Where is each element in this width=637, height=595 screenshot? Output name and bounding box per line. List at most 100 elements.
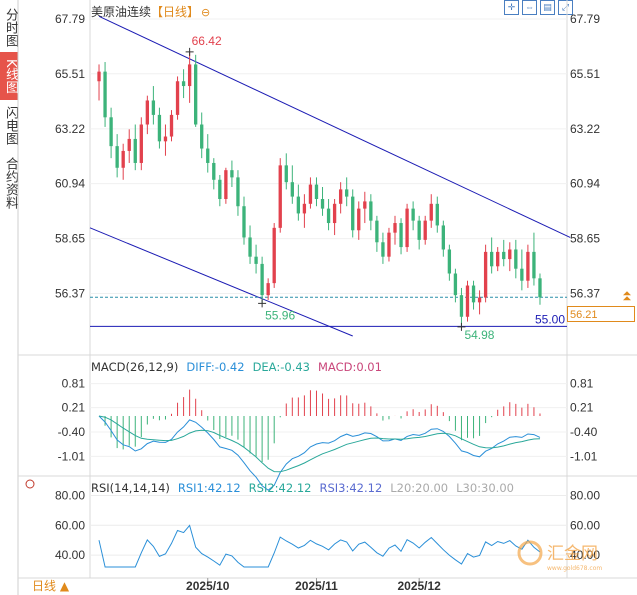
tab-kline[interactable]: K线图 xyxy=(0,52,18,100)
macd-dea: DEA:-0.43 xyxy=(252,360,310,374)
price-tick-right: 58.65 xyxy=(570,232,600,246)
candle-body xyxy=(314,184,319,200)
candle-body xyxy=(417,220,421,240)
rsi-line xyxy=(98,524,541,568)
upper-channel-line xyxy=(98,15,571,238)
macd-title: MACD(26,12,9) xyxy=(91,360,179,374)
price-arrow-icon xyxy=(623,291,631,301)
price-tick-left: 63.22 xyxy=(55,122,85,136)
candle-body xyxy=(248,237,252,257)
watermark: 汇金网 www.gold678.com xyxy=(517,539,635,573)
candle-body xyxy=(97,71,101,82)
candle-body xyxy=(435,203,439,226)
settings-icon[interactable]: ⊖ xyxy=(201,6,211,19)
rsi-l30: L30:30.00 xyxy=(456,481,514,495)
instrument-name: 美原油连续 xyxy=(91,5,152,19)
candle-body xyxy=(405,208,409,248)
watermark-url: www.gold678.com xyxy=(547,565,602,572)
candle-body xyxy=(387,232,391,257)
price-tick-right: 67.79 xyxy=(570,12,600,26)
fullscreen-icon[interactable]: ⤢ xyxy=(558,0,573,15)
macd-diff: DIFF:-0.42 xyxy=(186,360,245,374)
candle-body xyxy=(187,64,192,87)
candle-body xyxy=(532,251,536,279)
tab-flash[interactable]: 闪电图 xyxy=(3,105,18,145)
candle-body xyxy=(302,203,307,214)
candle-body xyxy=(242,206,246,238)
candle-body xyxy=(139,124,143,163)
candle-body xyxy=(206,148,210,163)
candle-body xyxy=(169,114,174,137)
price-tick-right: 65.51 xyxy=(570,67,600,81)
candle-body xyxy=(121,150,125,168)
candle-body xyxy=(157,114,162,142)
expand-icon[interactable]: ⇔ xyxy=(522,0,537,15)
candle-body xyxy=(441,225,445,250)
tab-timeshare[interactable]: 分时图 xyxy=(3,7,18,47)
macd-tick-left: -1.01 xyxy=(58,449,86,463)
rsi-tick-left: 80.00 xyxy=(55,488,85,502)
candle-body xyxy=(236,177,240,207)
x-tick-label: 2025/12 xyxy=(397,579,441,593)
price-tick-right: 60.94 xyxy=(570,177,600,191)
candle-body xyxy=(181,81,186,87)
macd-tick-left: -0.40 xyxy=(58,425,86,439)
macd-diff-line xyxy=(98,415,541,491)
candle-body xyxy=(465,285,470,317)
support-label: 55.00 xyxy=(535,312,565,326)
price-tick-right: 63.22 xyxy=(570,122,600,136)
candle-body xyxy=(212,162,216,180)
macd-tick-right: -0.40 xyxy=(570,425,598,439)
price-tick-left: 67.79 xyxy=(55,12,85,26)
current-price-box: 56.21 xyxy=(567,306,635,322)
candle-body xyxy=(194,64,198,125)
candle-body xyxy=(224,170,228,200)
price-tick-left: 65.51 xyxy=(55,67,85,81)
candle-body xyxy=(471,285,476,303)
price-tick-left: 56.37 xyxy=(55,286,85,300)
timeframe-selector-label: 日线 xyxy=(32,579,57,593)
candle-body xyxy=(483,251,488,298)
low1-label: 55.96 xyxy=(265,308,295,322)
candle-body xyxy=(423,220,427,240)
rsi1-value: RSI1:42.12 xyxy=(177,481,241,495)
candle-body xyxy=(308,184,313,204)
timeframe-label: 【日线】 xyxy=(151,5,200,19)
candle-body xyxy=(332,203,337,224)
candle-body xyxy=(290,182,294,197)
candle-body xyxy=(429,203,433,221)
candle-body xyxy=(320,199,325,209)
tab-contract-info[interactable]: 合约资料 xyxy=(3,157,18,209)
candle-body xyxy=(526,251,530,281)
candle-body xyxy=(296,196,301,214)
chart-icon[interactable]: ▤ xyxy=(540,0,555,15)
high-label: 66.42 xyxy=(192,34,222,48)
candle-body xyxy=(520,268,524,281)
candle-body xyxy=(363,201,367,209)
low2-marker xyxy=(457,322,466,331)
candle-body xyxy=(345,189,349,197)
candle-body xyxy=(266,283,270,296)
candle-body xyxy=(230,170,234,178)
timeframe-selector[interactable]: 日线 ▲ xyxy=(18,578,80,595)
candle-body xyxy=(514,249,518,269)
macd-tick-left: 0.81 xyxy=(62,377,86,391)
candle-body xyxy=(453,273,458,296)
low2-label: 54.98 xyxy=(464,328,494,342)
rsi-legend: RSI(14,14,14) RSI1:42.12 RSI2:42.12 RSI3:42… xyxy=(91,481,522,495)
candle-body xyxy=(351,196,355,231)
crosshair-icon[interactable]: ✛ xyxy=(504,0,519,15)
candle-body xyxy=(145,100,150,125)
rsi3-value: RSI3:42.12 xyxy=(319,481,383,495)
candle-body xyxy=(133,138,137,163)
candle-body xyxy=(218,179,222,200)
candle-body xyxy=(508,249,512,260)
chart-toolbar: ✛ ⇔ ▤ ⤢ xyxy=(504,0,573,15)
x-tick-label: 2025/11 xyxy=(295,579,338,593)
candle-body xyxy=(496,251,500,267)
candle-body xyxy=(447,249,452,274)
candle-body xyxy=(260,263,264,296)
macd-tick-right: -1.01 xyxy=(570,449,598,463)
high-marker xyxy=(185,47,194,56)
